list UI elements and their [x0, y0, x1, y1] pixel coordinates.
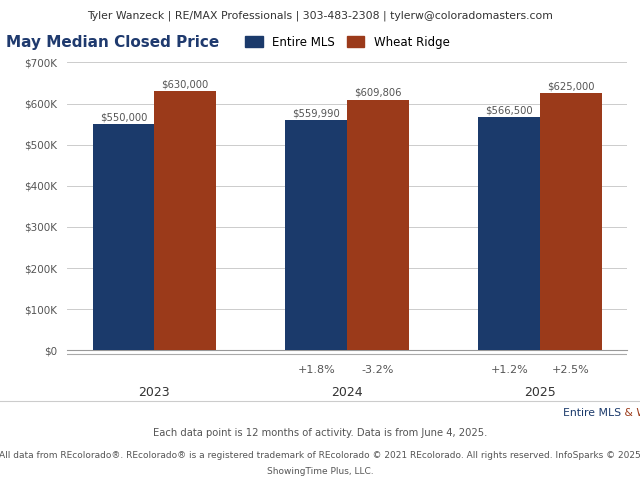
- Text: +1.2%: +1.2%: [490, 365, 528, 374]
- Bar: [540, 93, 602, 350]
- Text: $630,000: $630,000: [161, 80, 209, 90]
- Text: $566,500: $566,500: [485, 106, 533, 116]
- Text: 2023: 2023: [138, 386, 170, 399]
- Bar: [285, 120, 347, 350]
- Text: May Median Closed Price: May Median Closed Price: [6, 36, 220, 50]
- Bar: [348, 99, 409, 350]
- Text: $559,990: $559,990: [292, 108, 340, 119]
- Text: 2024: 2024: [332, 386, 363, 399]
- Text: 2025: 2025: [524, 386, 556, 399]
- Legend: Entire MLS, Wheat Ridge: Entire MLS, Wheat Ridge: [240, 31, 454, 53]
- Text: +2.5%: +2.5%: [552, 365, 590, 374]
- Text: ShowingTime Plus, LLC.: ShowingTime Plus, LLC.: [267, 468, 373, 476]
- Text: $625,000: $625,000: [547, 82, 595, 92]
- Text: Each data point is 12 months of activity. Data is from June 4, 2025.: Each data point is 12 months of activity…: [153, 429, 487, 439]
- Text: -3.2%: -3.2%: [362, 365, 394, 374]
- Text: $550,000: $550,000: [100, 112, 147, 122]
- Bar: [93, 124, 154, 350]
- Bar: [478, 117, 540, 350]
- Text: Entire MLS: Entire MLS: [563, 408, 621, 418]
- Text: & Wheat Ridge: & Wheat Ridge: [621, 408, 640, 418]
- Text: Tyler Wanzeck | RE/MAX Professionals | 303-483-2308 | tylerw@coloradomasters.com: Tyler Wanzeck | RE/MAX Professionals | 3…: [87, 11, 553, 21]
- Text: $609,806: $609,806: [355, 88, 402, 98]
- Text: +1.8%: +1.8%: [298, 365, 335, 374]
- Bar: [154, 91, 216, 350]
- Text: All data from REcolorado®. REcolorado® is a registered trademark of REcolorado ©: All data from REcolorado®. REcolorado® i…: [0, 451, 640, 460]
